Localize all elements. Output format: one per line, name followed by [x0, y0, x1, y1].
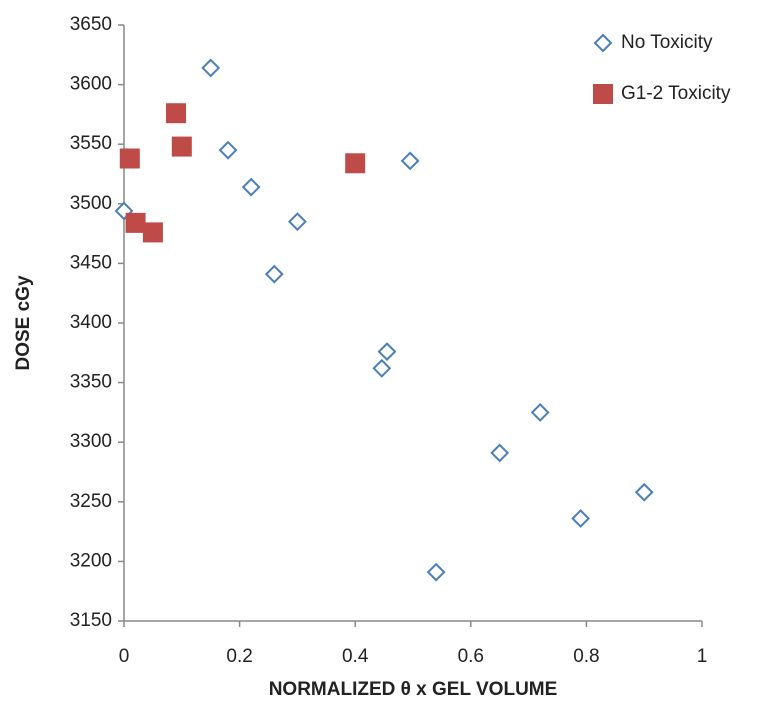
diamond-marker: [490, 443, 510, 463]
y-tick-label: 3350: [70, 372, 112, 393]
diamond-marker: [241, 177, 261, 197]
diamond-marker: [571, 509, 591, 528]
square-marker: [593, 84, 613, 104]
diamond-marker: [287, 212, 307, 232]
diamond-marker: [372, 358, 392, 378]
diamond-marker: [218, 140, 238, 160]
legend-label: No Toxicity: [621, 32, 713, 53]
x-tick-label: 1: [697, 646, 708, 667]
y-tick-label: 3400: [70, 312, 112, 333]
square-marker: [345, 153, 366, 174]
y-tick-label: 3150: [70, 610, 112, 631]
y-axis-title: DOSE cGy: [13, 275, 34, 370]
diamond-marker: [530, 402, 550, 422]
diamond-marker: [264, 264, 284, 284]
diamond-marker: [593, 33, 613, 53]
y-tick-label: 3300: [70, 431, 112, 452]
y-tick-label: 3600: [70, 74, 112, 95]
square-marker: [125, 212, 146, 233]
diamond-marker: [426, 562, 446, 582]
diamond-marker: [201, 58, 221, 78]
y-tick-label: 3200: [70, 550, 112, 571]
y-tick-label: 3450: [70, 252, 112, 273]
square-marker: [142, 222, 163, 243]
square-marker: [171, 136, 192, 157]
x-tick-label: 0.6: [458, 646, 484, 667]
diamond-marker: [377, 342, 397, 362]
diamond-marker: [634, 482, 654, 502]
diamond-marker: [400, 151, 420, 171]
y-tick-label: 3500: [70, 193, 112, 214]
y-tick-label: 3250: [70, 491, 112, 512]
y-tick-label: 3550: [70, 133, 112, 154]
x-tick-label: 0: [119, 646, 130, 667]
x-tick-label: 0.8: [573, 646, 599, 667]
x-tick-label: 0.4: [342, 646, 369, 667]
x-axis-title: NORMALIZED θ x GEL VOLUME: [269, 679, 558, 700]
square-marker: [119, 148, 140, 169]
y-tick-label: 3650: [70, 14, 112, 35]
x-tick-label: 0.2: [226, 646, 252, 667]
square-marker: [166, 103, 187, 124]
legend-label: G1-2 Toxicity: [621, 83, 731, 104]
